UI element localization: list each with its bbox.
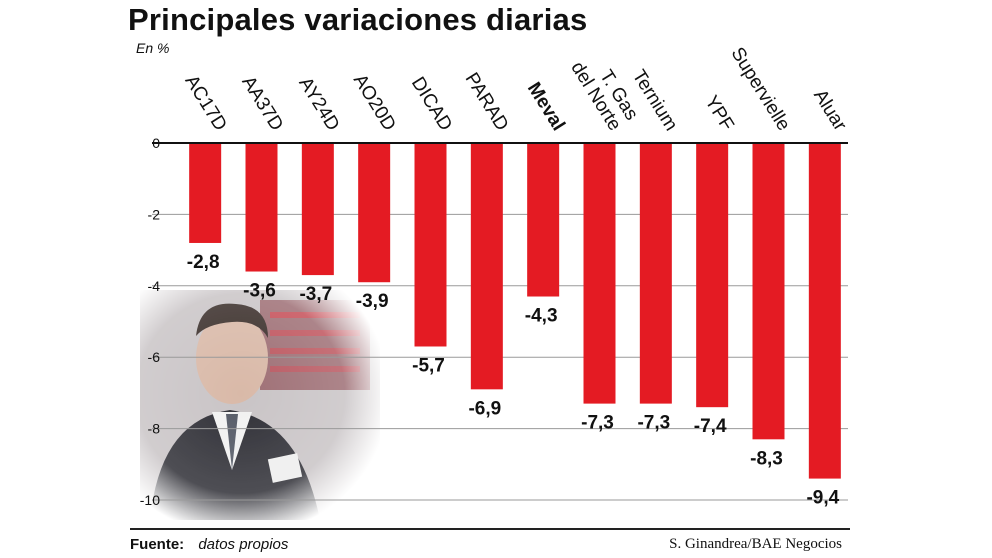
source-value: datos propios [198, 536, 289, 553]
source-note: Fuente: datos propios [130, 536, 288, 553]
value-label: -3,9 [356, 291, 389, 312]
x-tick-label: DICAD [407, 73, 456, 134]
bar [639, 144, 672, 404]
value-label: -7,4 [694, 416, 727, 437]
x-tick-label: T. Gasdel Norte [566, 48, 642, 135]
x-tick-label: PARAD [461, 69, 513, 134]
bar [696, 144, 729, 408]
y-tick-label: -6 [148, 349, 161, 365]
bar [301, 144, 334, 276]
value-label: -3,7 [299, 284, 332, 305]
bar [808, 144, 841, 479]
y-tick-label: -10 [140, 492, 160, 508]
x-tick-label: YPF [700, 92, 737, 134]
footer-divider [130, 528, 850, 530]
x-tick-label: AO20D [349, 71, 400, 135]
value-label: -9,4 [806, 488, 839, 509]
bar [189, 144, 222, 243]
y-tick-label: -2 [148, 206, 161, 222]
value-label: -2,8 [187, 252, 220, 273]
value-label: -4,3 [525, 306, 558, 327]
x-tick-label: AY24D [294, 74, 343, 135]
y-tick-label: -8 [148, 421, 161, 437]
bar [752, 144, 785, 440]
bar [470, 144, 503, 390]
value-label: -5,7 [412, 355, 445, 376]
bar [414, 144, 447, 347]
x-tick-label: AC17D [180, 72, 230, 135]
x-tick-label: Ternium [628, 66, 682, 134]
source-label: Fuente: [130, 536, 185, 553]
value-label: -7,3 [581, 413, 614, 434]
x-tick-label: Meval [523, 79, 569, 135]
value-label: -3,6 [243, 281, 276, 302]
trader-photo-icon [140, 290, 380, 520]
x-tick-label: AA37D [237, 72, 287, 134]
value-label: -6,9 [468, 398, 501, 419]
unit-label: En % [136, 40, 170, 56]
value-label: -7,3 [637, 413, 670, 434]
bar [527, 144, 560, 297]
bar [358, 144, 391, 283]
x-tick-label: Aluar [809, 86, 851, 135]
bar [583, 144, 616, 404]
credit-note: S. Ginandrea/BAE Negocios [669, 536, 842, 552]
y-tick-label: 0 [152, 135, 160, 151]
y-tick-label: -4 [148, 278, 161, 294]
chart-title: Principales variaciones diarias [128, 2, 588, 37]
value-label: -8,3 [750, 448, 783, 469]
bar [245, 144, 278, 272]
